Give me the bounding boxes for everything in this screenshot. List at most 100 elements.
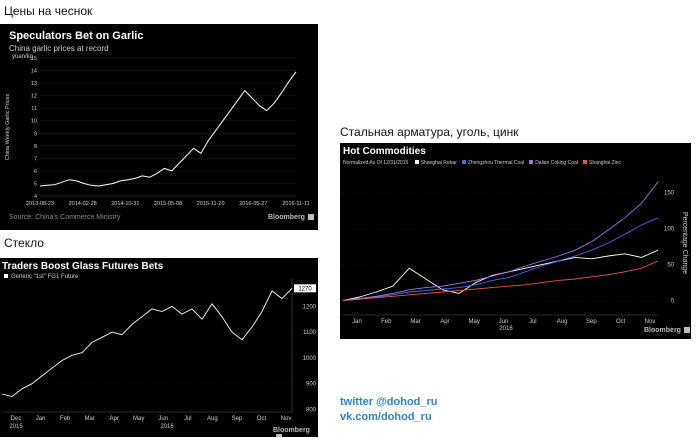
garlic-chart-title: Speculators Bet on Garlic (9, 30, 144, 42)
steel-x-tick-label: Mar (410, 319, 420, 325)
glass-chart-panel: Traders Boost Glass Futures Bets Generic… (0, 258, 318, 437)
vk-link[interactable]: vk.com/dohod_ru (340, 411, 432, 423)
steel-chart-legend: Normalized As Of 12/31/2015 Shanghai Reb… (343, 160, 621, 166)
garlic-y-tick-label: 14 (31, 69, 37, 75)
glass-last-value-badge (294, 284, 316, 293)
garlic-y-tick-label: 11 (31, 106, 37, 112)
garlic-y-tick-label: 6 (34, 169, 37, 175)
steel-x-tick-label: Apr (440, 319, 449, 325)
glass-x-tick-label: Dec (11, 416, 22, 422)
garlic-x-tick-label: 2014-02-28 (69, 201, 97, 207)
glass-price-line (1, 287, 293, 397)
glass-x-tick-label: Jan (36, 416, 46, 422)
garlic-chart-svg: 4 5 6 7 8 9 10 11 12 13 14 15 2013-08-23 2014-02-28 20… (5, 56, 310, 207)
legend-label: Shanghai Zinc (589, 160, 621, 166)
steel-legend-coking-coal: Dalian Coking Coal (529, 160, 578, 166)
legend-swatch (583, 160, 587, 164)
garlic-y-tick-label: 8 (34, 144, 37, 150)
twitter-link[interactable]: twitter @dohod_ru (340, 396, 438, 408)
steel-y-tick-label: 100 (664, 227, 675, 233)
steel-chart-svg: 0 50 100 150 Jan Feb Mar Apr May Jun Jul Aug Sep Oct N… (342, 181, 688, 332)
steel-x-tick-label: Nov (645, 319, 656, 325)
garlic-y-axis-label: China Weekly Garlic Prices (5, 93, 11, 160)
garlic-caption: Цены на чеснок (4, 4, 93, 18)
garlic-x-tick-label: 2016-11-11 (282, 201, 309, 207)
garlic-x-tick-label: 2015-05-08 (154, 201, 182, 207)
steel-y-tick-label: 150 (664, 191, 675, 197)
garlic-y-unit: yuan/kg (12, 54, 34, 60)
glass-y-tick-label: 1000 (303, 356, 317, 362)
glass-y-tick-label: 800 (306, 407, 317, 413)
garlic-x-tick-label: 2013-08-23 (26, 201, 54, 207)
garlic-chart-panel: Speculators Bet on Garlic China garlic p… (0, 24, 318, 230)
legend-label: Zhengzhou Thermal Coal (467, 160, 525, 166)
garlic-y-tick-label: 9 (34, 131, 37, 137)
garlic-y-tick-label: 5 (34, 181, 37, 187)
steel-x-tick-label: Sep (586, 319, 597, 325)
steel-y-axis-label: Percentage Change (681, 212, 688, 274)
glass-chart-svg: 800 900 1000 1100 1200 Dec Jan Feb Mar Apr May Jun J… (1, 278, 317, 430)
steel-y-tick-label: 50 (667, 263, 674, 269)
glass-x-tick-label: Aug (207, 416, 218, 422)
steel-x-tick-label: Oct (616, 319, 626, 325)
steel-x-tick-label: May (469, 319, 480, 325)
legend-swatch (461, 160, 466, 164)
steel-bloomberg-logo: Bloomberg (644, 327, 690, 334)
legend-label: Dalian Coking Coal (535, 160, 578, 166)
steel-chart-panel: Hot Commodities Normalized As Of 12/31/2… (340, 143, 691, 339)
glass-x-tick-label: May (133, 416, 144, 422)
glass-x-tick-label: Feb (60, 416, 71, 422)
glass-legend-label: Generic "1st" FG1 Future (11, 274, 79, 280)
steel-legend-prefix: Normalized As Of 12/31/2015 (343, 160, 409, 166)
steel-rebar-line (342, 249, 659, 302)
steel-legend-rebar: Shanghai Rebar (414, 160, 457, 166)
glass-y-tick-label: 1200 (303, 304, 317, 310)
glass-last-value-label: 1270 (298, 286, 312, 292)
steel-caption: Стальная арматура, уголь, цинк (340, 125, 519, 139)
glass-x-tick-label: Oct (257, 416, 267, 422)
garlic-bloomberg-text: Bloomberg (268, 214, 305, 221)
glass-x-tick-label: Apr (110, 416, 119, 422)
garlic-y-tick-label: 4 (34, 194, 37, 200)
glass-x-tick-label: Mar (84, 416, 94, 422)
garlic-chart-subtitle: China garlic prices at record (9, 44, 109, 53)
glass-y-tick-label: 900 (306, 382, 317, 388)
steel-x-tick-label: Jun (499, 319, 509, 325)
steel-y-tick-label: 0 (671, 299, 675, 305)
glass-year-2016: 2016 (160, 424, 174, 430)
steel-x-tick-label: Feb (381, 319, 392, 325)
glass-x-tick-label: Nov (281, 416, 292, 422)
steel-year-label: 2016 (499, 326, 513, 332)
legend-swatch (414, 160, 419, 164)
garlic-x-tick-label: 2015-11-20 (197, 201, 225, 207)
steel-x-tick-label: Jul (529, 319, 537, 325)
garlic-x-tick-label: 2014-10-31 (111, 201, 139, 207)
glass-y-tick-label: 1100 (303, 330, 317, 336)
steel-coking-coal-line (342, 181, 659, 302)
glass-x-tick-label: Jun (158, 416, 168, 422)
garlic-y-tick-label: 13 (31, 81, 37, 87)
glass-bloomberg-logo: Bloomberg (273, 427, 318, 437)
glass-x-tick-label: Jul (184, 416, 192, 422)
legend-label: Shanghai Rebar (420, 160, 457, 166)
steel-chart-title: Hot Commodities (343, 146, 426, 157)
steel-legend-zinc: Shanghai Zinc (583, 160, 621, 166)
steel-bloomberg-text: Bloomberg (644, 327, 681, 334)
garlic-y-tick-label: 15 (31, 56, 37, 62)
garlic-y-tick-label: 12 (31, 94, 37, 100)
steel-x-tick-label: Aug (557, 319, 568, 325)
steel-zinc-line (342, 260, 659, 302)
glass-chart-title: Traders Boost Glass Futures Bets (2, 261, 164, 272)
garlic-y-tick-label: 10 (31, 119, 37, 125)
glass-caption: Стекло (4, 236, 44, 250)
legend-swatch (529, 160, 534, 164)
glass-bloomberg-text: Bloomberg (273, 427, 310, 434)
glass-chart-legend: Generic "1st" FG1 Future (4, 274, 78, 280)
steel-x-tick-label: Jan (352, 319, 362, 325)
garlic-x-tick-label: 2016-05-27 (239, 201, 267, 207)
garlic-chart-source: Source: China's Commerce Ministry (9, 214, 121, 221)
garlic-price-line (39, 71, 297, 187)
garlic-y-tick-label: 7 (34, 156, 37, 162)
steel-thermal-coal-line (342, 217, 659, 302)
garlic-bloomberg-logo: Bloomberg (268, 214, 314, 221)
